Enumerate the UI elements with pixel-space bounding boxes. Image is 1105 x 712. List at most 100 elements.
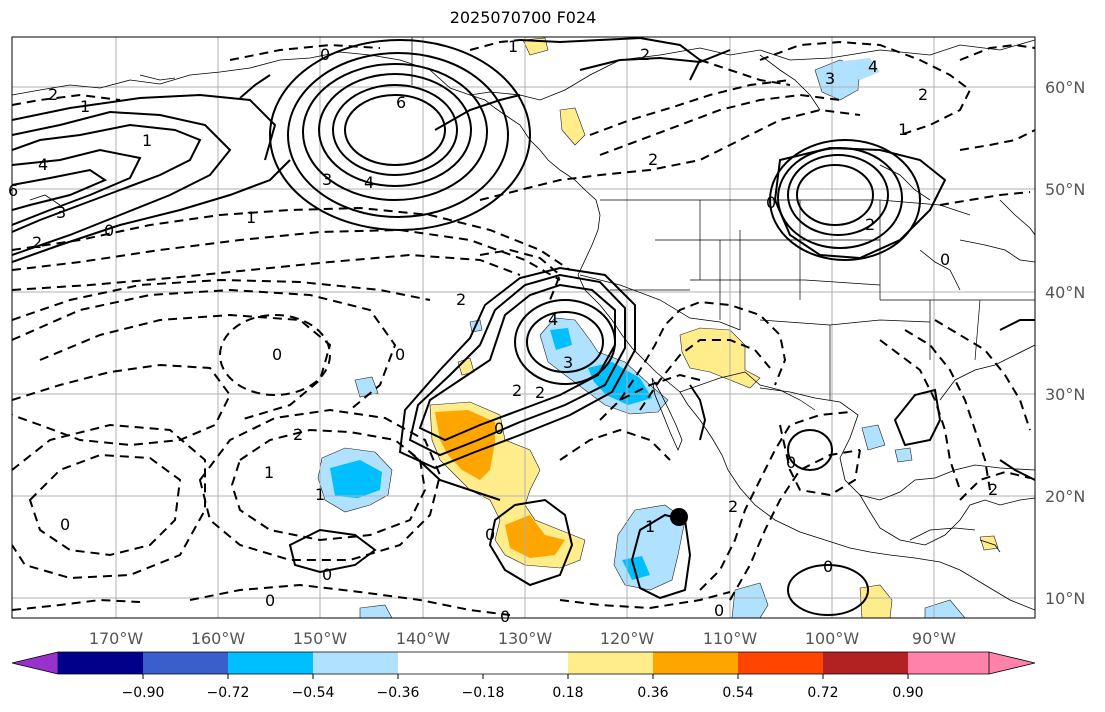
- contour-label: 2: [535, 383, 545, 402]
- shade-positive-core: [505, 515, 565, 558]
- contour-label: 1: [246, 208, 256, 227]
- contour-label: 6: [8, 181, 18, 200]
- contour-label: 0: [823, 557, 833, 576]
- contour-label: 2: [48, 85, 58, 104]
- contour-label: 2: [648, 150, 658, 169]
- contour-label: 0: [786, 453, 796, 472]
- lon-label: 90°W: [912, 629, 956, 648]
- colorbar-segment: [398, 652, 483, 674]
- colorbar-segment: [823, 652, 908, 674]
- colorbar-tick-label: 0.36: [637, 685, 668, 701]
- colorbar-segment: [143, 652, 228, 674]
- contour-label: 6: [396, 93, 406, 112]
- coastlines: [12, 39, 1035, 611]
- latitude-labels: 60°N 50°N 40°N 30°N 20°N 10°N: [1045, 78, 1085, 608]
- shade-negative-core: [550, 328, 572, 350]
- colorbar-tick-label: −0.90: [122, 685, 165, 701]
- dashed-contours: [12, 39, 1035, 616]
- lon-label: 120°W: [600, 629, 655, 648]
- colorbar-segment: [738, 652, 823, 674]
- contour-label: 2: [32, 233, 42, 252]
- colorbar-segment: [483, 652, 568, 674]
- contour-label: 0: [265, 591, 275, 610]
- contour-label: 2: [293, 425, 303, 444]
- longitude-labels: 170°W 160°W 150°W 140°W 130°W 120°W 110°…: [89, 629, 956, 648]
- shade-negative-core: [330, 460, 382, 498]
- contour-label: 1: [315, 485, 325, 504]
- contour-label: 0: [485, 525, 495, 544]
- lat-label: 40°N: [1045, 283, 1085, 302]
- colorbar-extend-high: [988, 651, 1036, 675]
- shade-positive-region: [559, 107, 586, 146]
- contour-label: 3: [56, 203, 66, 222]
- contour-label: 3: [563, 353, 573, 372]
- contour-label: 0: [714, 601, 724, 620]
- contour-label: 4: [868, 57, 878, 76]
- contour-label: 0: [104, 221, 114, 240]
- lat-label: 60°N: [1045, 78, 1085, 97]
- lat-label: 20°N: [1045, 487, 1085, 506]
- colorbar-tick-label: 0.72: [807, 685, 838, 701]
- contour-label: 4: [38, 155, 48, 174]
- contour-label: 2: [512, 381, 522, 400]
- contour-label: 0: [766, 193, 776, 212]
- map-frame: [11, 36, 1036, 619]
- contour-label: 1: [142, 131, 152, 150]
- contour-label: 2: [865, 215, 875, 234]
- colorbar-segment: [228, 652, 313, 674]
- colorbar-tick-label: −0.72: [207, 685, 250, 701]
- shade-negative-region: [924, 599, 966, 618]
- colorbar-tick-label: −0.18: [462, 685, 505, 701]
- lon-label: 170°W: [89, 629, 144, 648]
- shade-negative-region: [861, 424, 886, 451]
- lat-label: 30°N: [1045, 385, 1085, 404]
- colorbar-extend-low: [11, 651, 59, 675]
- lat-label: 50°N: [1045, 180, 1085, 199]
- contour-label: 0: [940, 250, 950, 269]
- contour-label: 4: [548, 310, 558, 329]
- contour-label: 1: [264, 463, 274, 482]
- shade-negative-region: [354, 376, 379, 398]
- contour-label: 3: [825, 69, 835, 88]
- shade-negative-region: [835, 58, 880, 80]
- colorbar-segment: [313, 652, 398, 674]
- colorbar-tick-label: 0.18: [552, 685, 583, 701]
- contour-label: 2: [988, 480, 998, 499]
- contour-label: 1: [80, 97, 90, 116]
- contour-label: 1: [508, 37, 518, 56]
- map-title: 2025070700 F024: [449, 8, 597, 27]
- contour-label: 0: [60, 515, 70, 534]
- shade-negative-region: [894, 447, 913, 463]
- colorbar-segment: [653, 652, 738, 674]
- colorbar-tick-label: 0.90: [892, 685, 923, 701]
- contour-label: 0: [320, 45, 330, 64]
- lat-label: 10°N: [1045, 589, 1085, 608]
- contour-label: 2: [640, 45, 650, 64]
- contour-label: 0: [272, 345, 282, 364]
- lon-label: 160°W: [191, 629, 246, 648]
- contour-label: 2: [918, 85, 928, 104]
- lon-label: 140°W: [396, 629, 451, 648]
- colorbar-segment: [58, 652, 143, 674]
- contour-label: 0: [494, 419, 504, 438]
- shade-negative-region: [731, 582, 769, 618]
- lon-label: 130°W: [498, 629, 553, 648]
- contour-label: 4: [364, 173, 374, 192]
- shade-positive-region: [522, 37, 549, 56]
- solid-contours: [12, 37, 1035, 616]
- colorbar-segment: [908, 652, 989, 674]
- contour-label: 1: [645, 517, 655, 536]
- shade-negative-core: [622, 556, 650, 580]
- shade-negative-region: [359, 604, 393, 618]
- contour-label: 2: [456, 290, 466, 309]
- storm-position-marker: [670, 508, 688, 526]
- lon-label: 150°W: [293, 629, 348, 648]
- contour-labels: 2 1 1 4 3 2 0 0 6 3 4 1 2 1 2 3 4 2 1 0 …: [8, 37, 998, 626]
- contour-label: 0: [322, 565, 332, 584]
- colorbar-tick-label: −0.36: [377, 685, 420, 701]
- colorbar-tick-label: 0.54: [722, 685, 753, 701]
- contour-label: 1: [898, 120, 908, 139]
- contour-label: 3: [322, 170, 332, 189]
- contour-label: 0: [500, 607, 510, 626]
